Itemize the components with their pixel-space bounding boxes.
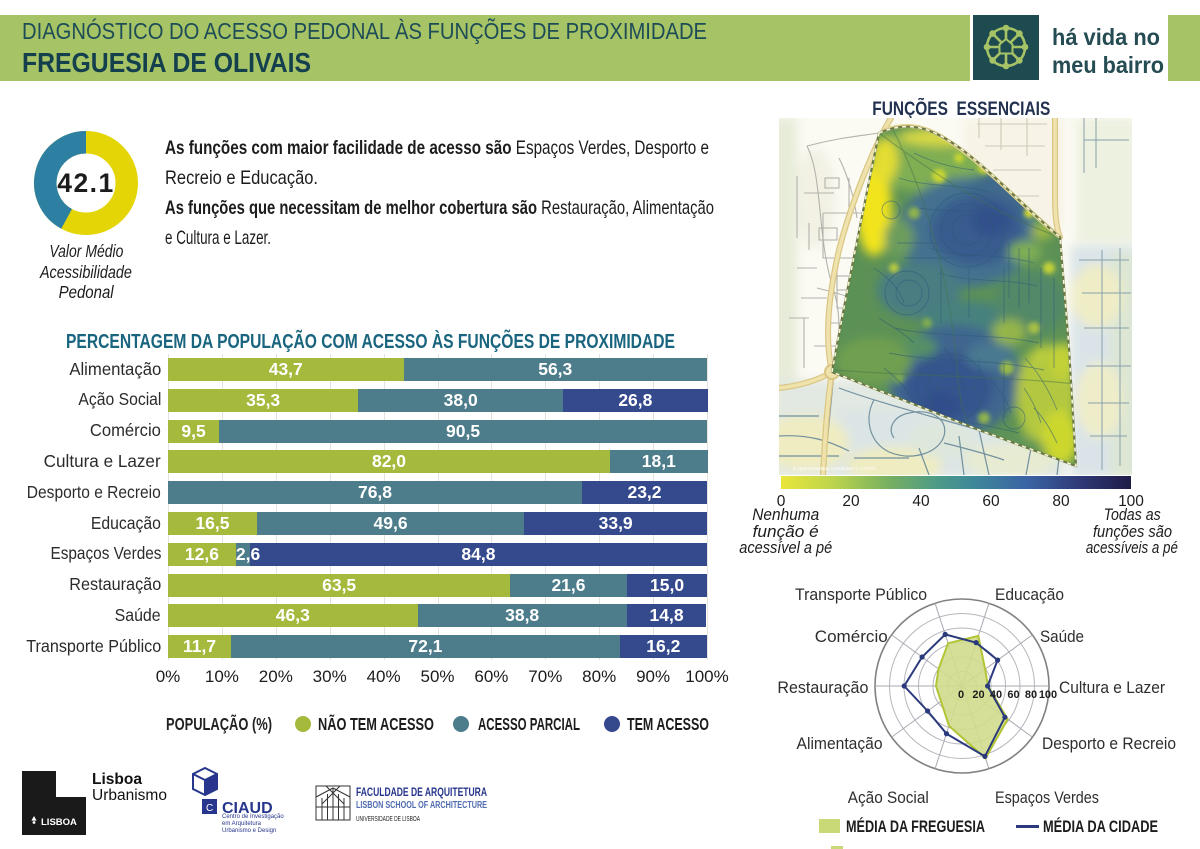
svg-text:Centro de Investigação: Centro de Investigação: [222, 814, 284, 820]
svg-text:© OpenStreetMap contributors ©: © OpenStreetMap contributors © CARTO: [793, 465, 876, 471]
svg-text:C: C: [206, 803, 213, 814]
svg-text:CIAUD: CIAUD: [222, 800, 273, 817]
svg-text:em Arquitetura: em Arquitetura: [222, 821, 262, 827]
svg-text:Urbanismo e Design: Urbanismo e Design: [222, 828, 276, 834]
svg-text:LISBOA: LISBOA: [41, 817, 77, 828]
